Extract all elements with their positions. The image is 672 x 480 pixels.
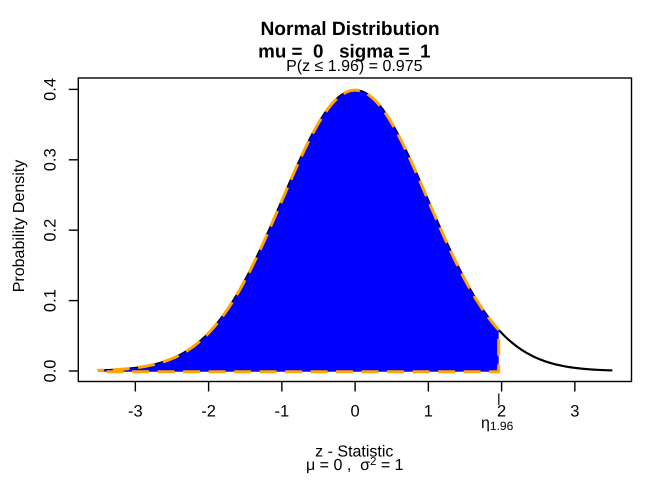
svg-text:0.1: 0.1	[42, 289, 60, 312]
svg-text:0.4: 0.4	[42, 78, 60, 101]
svg-text:0.2: 0.2	[42, 219, 60, 242]
svg-text:mu = 0 sigma = 1: mu = 0 sigma = 1	[258, 41, 430, 62]
svg-text:-3: -3	[128, 403, 143, 421]
svg-text:Normal Distribution: Normal Distribution	[260, 19, 439, 40]
svg-text:Probability Density: Probability Density	[11, 160, 28, 293]
svg-text:0.0: 0.0	[42, 360, 60, 383]
svg-text:η1.96: η1.96	[481, 415, 514, 433]
svg-text:μ = 0 , σ2 = 1: μ = 0 , σ2 = 1	[306, 456, 404, 474]
svg-text:1: 1	[424, 403, 433, 421]
svg-text:2: 2	[497, 403, 506, 421]
svg-text:z - Statistic: z - Statistic	[315, 443, 393, 460]
svg-text:-2: -2	[201, 403, 216, 421]
svg-text:0: 0	[351, 403, 360, 421]
svg-text:3: 3	[570, 403, 579, 421]
svg-text:-1: -1	[275, 403, 290, 421]
svg-text:0.3: 0.3	[42, 148, 60, 171]
svg-text:P(z ≤ 1.96) = 0.975: P(z ≤ 1.96) = 0.975	[286, 58, 423, 75]
